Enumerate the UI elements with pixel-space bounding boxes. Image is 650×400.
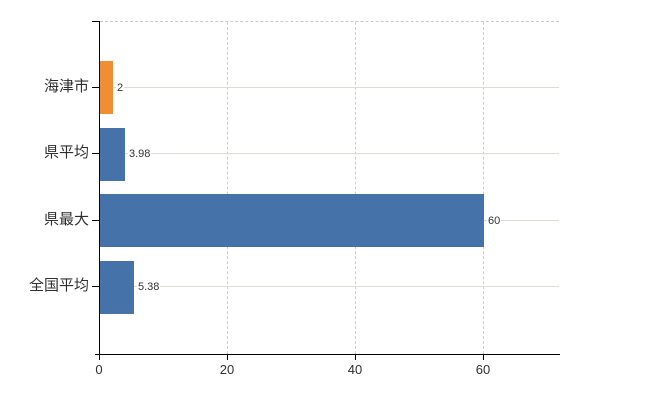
x-axis-tick <box>227 355 228 360</box>
bar-value-label: 60 <box>487 214 502 228</box>
y-axis-tick <box>92 87 99 88</box>
bar-value-label: 5.38 <box>137 280 161 294</box>
category-gridline <box>99 286 559 288</box>
category-label: 県最大 <box>43 211 89 228</box>
bar-1 <box>100 61 113 114</box>
y-axis-tick <box>92 153 99 154</box>
bar-3 <box>100 194 484 247</box>
plot-top-boundary-line <box>100 21 559 22</box>
bar-value-label: 3.98 <box>128 147 152 161</box>
category-label: 海津市 <box>43 78 89 95</box>
x-gridline <box>355 22 356 354</box>
category-gridline <box>99 153 559 155</box>
x-gridline <box>483 22 484 354</box>
y-axis-top-tick <box>92 21 99 22</box>
x-axis-tick-label: 0 <box>95 362 103 377</box>
category-gridline <box>99 86 559 88</box>
x-axis-tick-label: 20 <box>219 362 235 377</box>
x-axis-tick <box>99 355 100 360</box>
bar-4 <box>100 261 134 314</box>
y-axis-tick <box>92 286 99 287</box>
x-gridline <box>227 22 228 354</box>
y-axis-line <box>99 21 100 355</box>
x-axis-tick <box>355 355 356 360</box>
bar-value-label: 2 <box>116 81 125 95</box>
x-axis-line <box>95 354 560 355</box>
x-axis-tick-label: 60 <box>475 362 491 377</box>
x-axis-tick-label: 40 <box>347 362 363 377</box>
category-label: 県平均 <box>43 144 89 161</box>
category-label: 全国平均 <box>28 277 89 294</box>
bar-2 <box>100 128 125 181</box>
x-axis-tick <box>483 355 484 360</box>
y-axis-tick <box>92 220 99 221</box>
